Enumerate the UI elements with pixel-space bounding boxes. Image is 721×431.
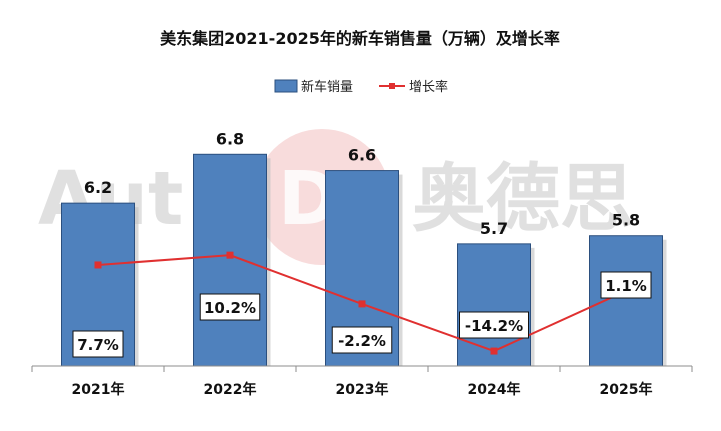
legend-line-label: 增长率 <box>409 79 448 95</box>
bar-4 <box>457 243 531 367</box>
bar-value-label: 5.7 <box>480 219 508 238</box>
x-tick-label: 2021年 <box>72 381 125 398</box>
x-tick-label: 2022年 <box>204 381 257 398</box>
legend-bar-swatch <box>274 79 298 93</box>
bar-value-label: 5.8 <box>612 211 640 230</box>
rate-value-label: 7.7% <box>77 336 119 354</box>
rate-value-label: 1.1% <box>605 277 647 295</box>
bar-2 <box>193 153 267 367</box>
chart-title: 美东集团2021-2025年的新车销售量（万辆）及增长率 <box>160 29 560 48</box>
bar-value-label: 6.2 <box>84 178 112 197</box>
legend: 新车销量 增长率 <box>274 79 448 95</box>
rate-label-box <box>459 311 529 339</box>
watermark: Aut D 奥德思 <box>38 129 634 265</box>
bar-5 <box>589 235 663 367</box>
legend-bar-label: 新车销量 <box>301 79 353 95</box>
rate-value-label: -14.2% <box>465 317 523 335</box>
x-tick-label: 2024年 <box>468 381 521 398</box>
growth-point <box>490 347 498 355</box>
rate-label-box <box>199 293 261 321</box>
legend-line-marker <box>389 83 395 89</box>
watermark-right-text: 奥德思 <box>412 156 634 242</box>
rate-value-label: 10.2% <box>204 299 256 317</box>
growth-point <box>358 300 366 308</box>
growth-point <box>226 251 234 259</box>
x-tick-label: 2023年 <box>336 381 389 398</box>
x-axis: 2021年 2022年 2023年 2024年 2025年 <box>31 365 693 398</box>
growth-point <box>94 261 102 269</box>
rate-label-box <box>600 271 652 299</box>
data-labels: 6.2 6.8 6.6 5.7 5.8 7.7% 10.2% -2.2% -14.2% 1.1% <box>72 129 652 358</box>
rate-value-label: -2.2% <box>338 332 386 350</box>
rate-label-box <box>72 330 124 358</box>
bar-value-label: 6.8 <box>216 129 244 148</box>
x-tick-label: 2025年 <box>600 381 653 398</box>
bar-value-label: 6.6 <box>348 146 376 165</box>
rate-label-box <box>331 326 393 354</box>
